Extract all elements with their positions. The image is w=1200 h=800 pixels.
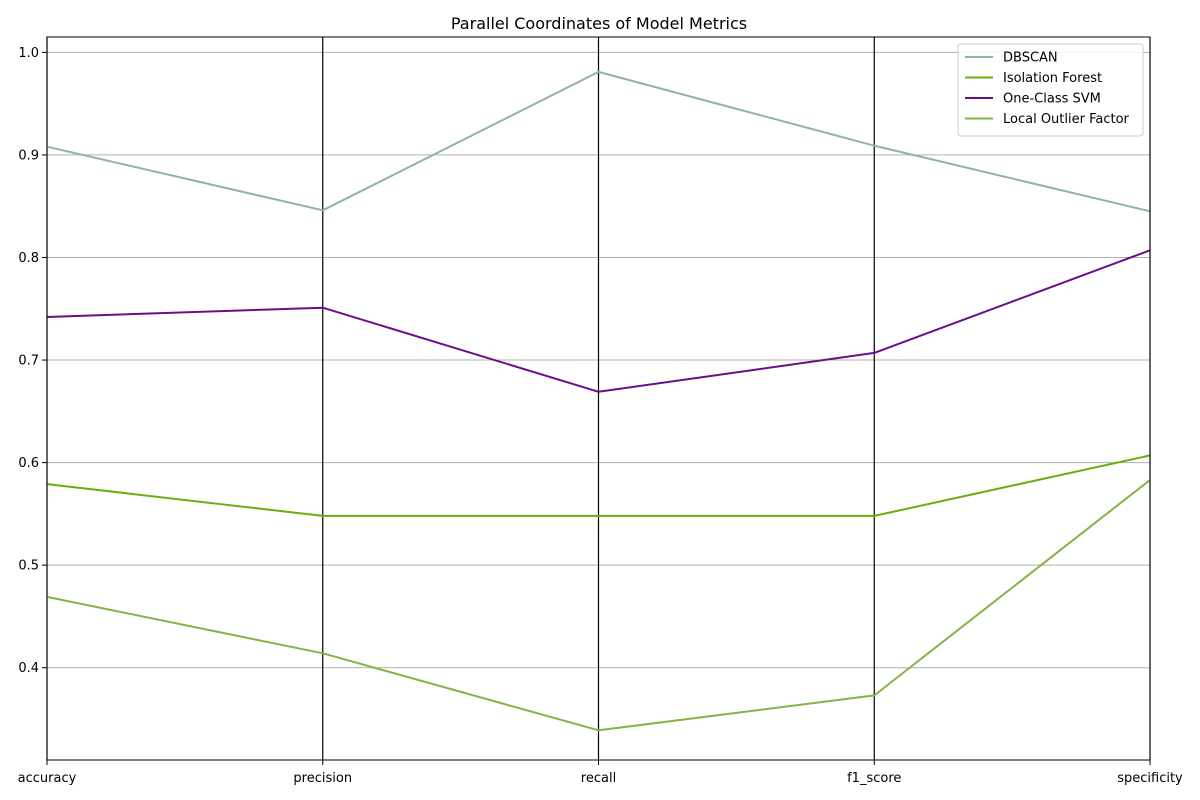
y-tick-label: 0.7 [18, 354, 39, 369]
x-tick-label-recall: recall [581, 771, 616, 786]
x-axis-ticks: accuracy precision recall f1_score specifici… [18, 760, 1183, 786]
y-tick-label: 0.5 [18, 559, 39, 574]
legend: DBSCAN Isolation Forest One-Class SVM Local… [957, 43, 1144, 137]
legend-label: DBSCAN [1003, 51, 1058, 66]
y-tick-label: 0.8 [18, 251, 39, 266]
legend-label: Local Outlier Factor [1003, 112, 1130, 127]
legend-label: Isolation Forest [1003, 71, 1102, 86]
x-tick-label-f1_score: f1_score [847, 771, 901, 786]
y-tick-label: 1.0 [18, 46, 39, 61]
legend-label: One-Class SVM [1003, 92, 1101, 107]
chart-title: Parallel Coordinates of Model Metrics [451, 14, 747, 33]
y-tick-label: 0.9 [18, 148, 39, 163]
y-axis-ticks: 0.4 0.5 0.6 0.7 0.8 0.9 1.0 [18, 46, 47, 676]
y-tick-label: 0.4 [18, 661, 39, 676]
x-tick-label-precision: precision [293, 771, 352, 786]
legend-box [957, 43, 1144, 137]
x-tick-label-specificity: specificity [1117, 771, 1183, 786]
x-tick-label-accuracy: accuracy [18, 771, 77, 786]
series-line-dbscan [46, 70, 1151, 213]
series-lines [46, 70, 1151, 732]
y-tick-label: 0.6 [18, 456, 39, 471]
series-line-one-class-svm [46, 249, 1151, 393]
series-line-isolation-forest [46, 454, 1151, 517]
series-line-local-outlier-factor [46, 479, 1151, 732]
